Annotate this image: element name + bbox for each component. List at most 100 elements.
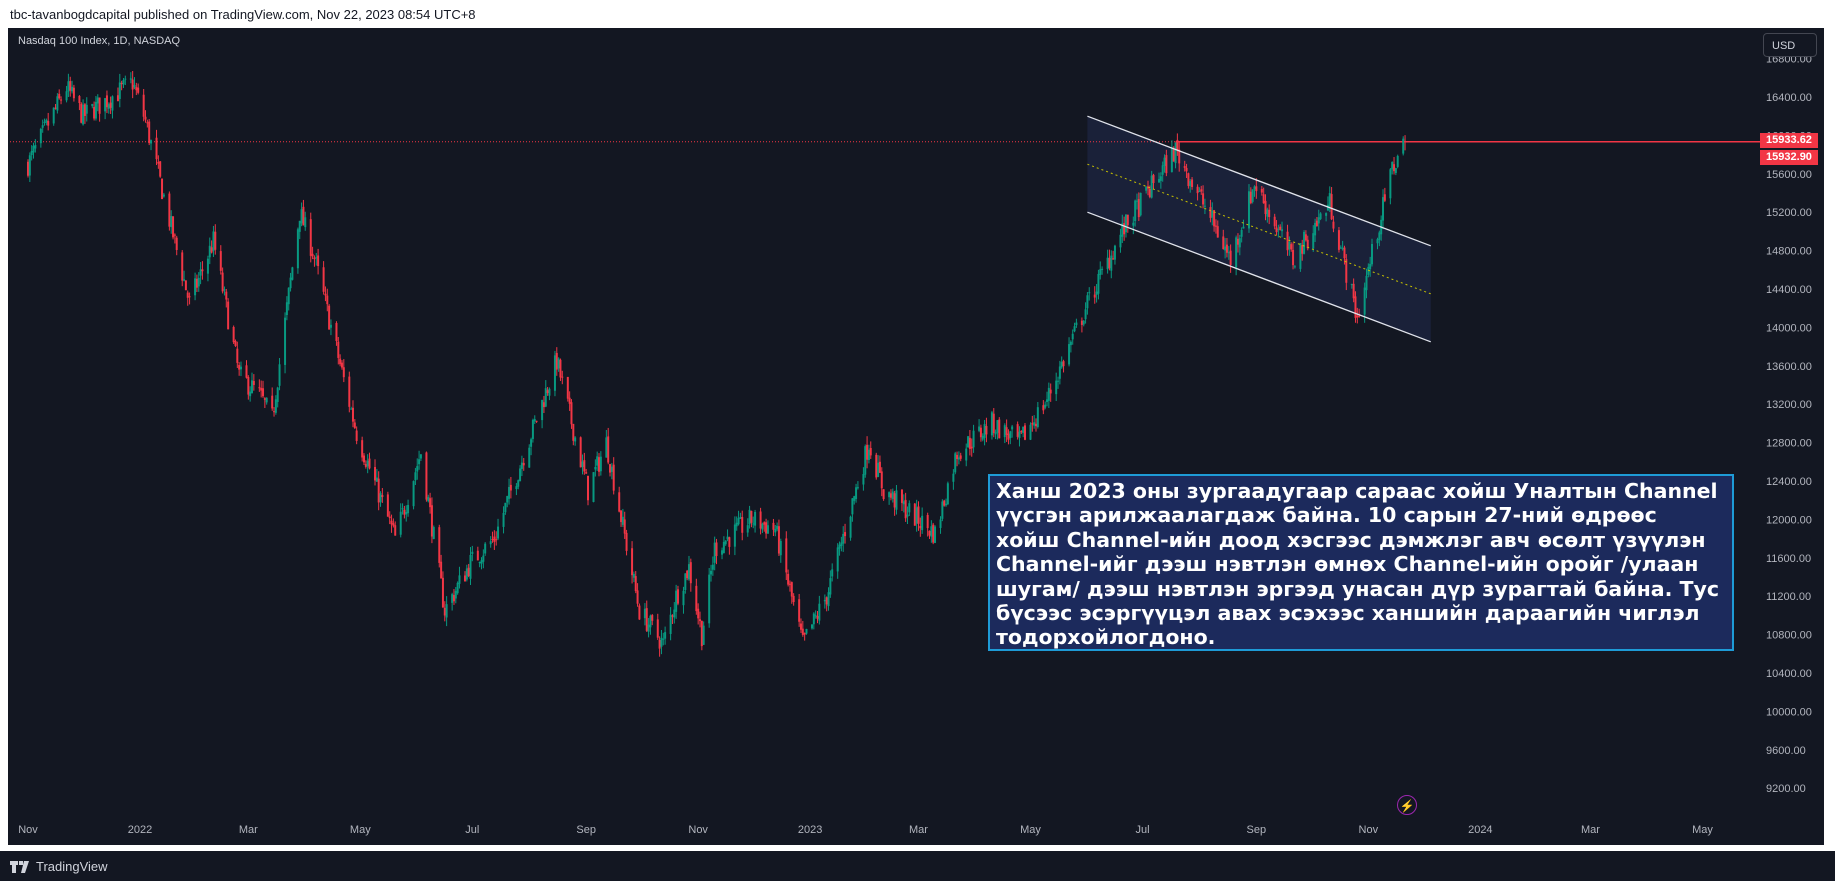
candle-body — [1071, 333, 1074, 340]
candle-body — [651, 615, 654, 621]
candle-body — [419, 454, 422, 459]
candle-body — [502, 512, 505, 527]
candle-body — [340, 362, 343, 368]
candle-body — [851, 498, 854, 515]
candle-body — [1299, 243, 1302, 269]
candle-body — [232, 326, 235, 343]
candle-body — [647, 624, 650, 632]
candle-body — [443, 607, 446, 616]
publish-bar: tbc-tavanbogdcapital published on Tradin… — [0, 0, 1835, 28]
candle-body — [1394, 168, 1397, 173]
candle-body — [1005, 427, 1008, 435]
candle-body — [1225, 244, 1228, 253]
candle-body — [708, 574, 711, 624]
channel-fill — [1087, 116, 1431, 342]
candle-body — [302, 206, 305, 226]
candle-body — [1281, 229, 1284, 232]
candle-body — [351, 407, 354, 422]
candle-body — [276, 387, 279, 402]
candle-body — [1352, 283, 1355, 299]
candle-body — [1203, 205, 1206, 207]
candle-body — [493, 536, 496, 542]
candle-body — [85, 104, 88, 114]
candle-body — [412, 481, 415, 507]
candle-body — [296, 229, 299, 269]
candle-body — [520, 462, 523, 469]
candle-body — [761, 523, 764, 530]
candle-body — [787, 573, 790, 585]
candle-body — [671, 615, 674, 617]
candle-body — [954, 453, 957, 473]
candle-body — [155, 137, 158, 160]
candle-body — [687, 564, 690, 580]
candle-body — [811, 624, 813, 629]
candle-body — [766, 525, 769, 534]
candle-body — [326, 295, 329, 305]
candle-body — [329, 324, 332, 328]
lightning-icon[interactable]: ⚡ — [1397, 795, 1417, 815]
tradingview-logo[interactable]: TradingView — [10, 859, 108, 874]
candle-body — [1396, 155, 1399, 167]
candle-body — [374, 467, 377, 481]
candle-body — [878, 461, 881, 473]
candle-body — [1176, 139, 1179, 151]
candle-body — [173, 234, 176, 236]
candle-body — [710, 570, 713, 575]
candle-body — [599, 456, 602, 472]
candle-body — [592, 472, 595, 502]
candle-body — [612, 464, 615, 491]
candle-body — [41, 125, 44, 128]
candle-body — [1354, 296, 1357, 318]
candle-body — [1262, 194, 1265, 204]
candle-body — [1251, 189, 1254, 202]
candle-body — [1319, 213, 1322, 219]
candle-body — [823, 599, 826, 602]
candle-body — [43, 121, 46, 123]
candle-body — [838, 544, 841, 549]
tradingview-logo-icon — [10, 860, 29, 873]
candle-body — [399, 511, 402, 535]
candle-body — [390, 520, 393, 525]
candle-body — [941, 501, 944, 519]
x-tick-label: Mar — [909, 824, 928, 836]
candle-body — [199, 269, 202, 276]
candle-body — [236, 348, 239, 363]
candle-body — [1369, 263, 1372, 270]
candle-body — [1275, 227, 1278, 233]
candle-body — [1135, 200, 1138, 202]
candle-body — [1082, 320, 1085, 325]
candle-body — [779, 540, 782, 556]
chart-panel[interactable] — [8, 28, 1824, 845]
candle-body — [1060, 362, 1063, 368]
candle-body — [1268, 209, 1271, 218]
y-tick-label: 16400.00 — [1766, 92, 1812, 104]
candle-body — [831, 569, 834, 577]
candle-body — [621, 516, 624, 525]
candle-body — [542, 402, 545, 408]
candle-body — [607, 436, 610, 463]
analysis-note[interactable]: Ханш 2023 оны зургаадугаар сараас хойш У… — [988, 474, 1734, 651]
candle-body — [363, 455, 365, 463]
currency-button[interactable]: USD — [1763, 33, 1817, 57]
candle-body — [658, 639, 661, 649]
candle-body — [1035, 423, 1037, 427]
candle-body — [245, 365, 248, 378]
candle-body — [645, 608, 648, 631]
channel-upper-line — [1087, 115, 1431, 247]
candle-body — [28, 155, 31, 176]
candle-body — [746, 525, 749, 533]
candle-body — [636, 590, 639, 604]
candle-body — [440, 561, 443, 579]
candle-body — [1339, 247, 1342, 249]
candle-body — [1363, 287, 1366, 315]
candle-body — [994, 432, 997, 435]
candle-body — [122, 80, 125, 85]
candle-body — [1075, 322, 1078, 326]
x-tick-label: Sep — [576, 824, 596, 836]
candle-body — [533, 419, 536, 422]
candle-body — [1057, 380, 1060, 382]
candle-body — [161, 178, 164, 200]
candle-body — [522, 462, 525, 466]
candle-body — [1110, 255, 1113, 271]
